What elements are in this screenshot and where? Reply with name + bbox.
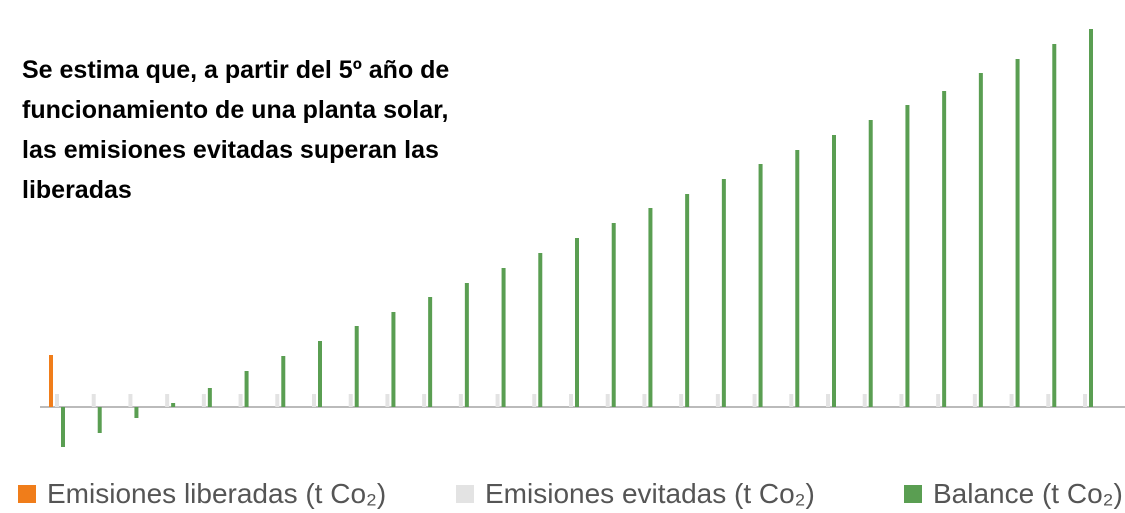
bar — [464, 283, 469, 407]
bar — [354, 326, 359, 407]
bar — [605, 394, 610, 407]
legend-swatch — [456, 485, 474, 503]
bar — [281, 356, 286, 407]
bar — [569, 394, 573, 407]
bar — [721, 179, 726, 407]
bar — [1046, 394, 1051, 407]
legend-item: Emisiones evitadas (t Co₂) — [456, 478, 815, 510]
bar — [312, 394, 316, 407]
bar — [91, 394, 96, 407]
bar — [207, 388, 212, 407]
bar — [97, 407, 102, 433]
bar — [942, 91, 947, 407]
bar — [868, 120, 873, 407]
bar — [318, 341, 322, 407]
legend-label: Emisiones liberadas (t Co₂) — [47, 478, 387, 509]
bar — [49, 355, 53, 407]
bar — [832, 135, 836, 407]
bar — [391, 312, 396, 407]
bar — [165, 394, 170, 407]
legend-swatch — [904, 485, 922, 503]
bar — [458, 394, 463, 407]
bar — [134, 407, 139, 418]
bar — [495, 394, 500, 407]
bar — [244, 371, 249, 407]
legend-item: Balance (t Co₂) — [904, 478, 1123, 510]
bar — [972, 394, 977, 407]
chart-title: Se estima que, a partir del 5º año de fu… — [22, 56, 450, 204]
bar — [128, 394, 133, 407]
bar — [648, 208, 653, 407]
bar — [862, 394, 867, 407]
bar — [1083, 394, 1087, 407]
chart — [40, 29, 1125, 447]
bar — [789, 394, 794, 407]
bar — [679, 394, 684, 407]
bar — [171, 403, 176, 407]
bar — [348, 394, 353, 407]
bar — [422, 394, 427, 407]
bar — [428, 297, 433, 407]
bar — [1015, 59, 1020, 407]
bar — [685, 194, 690, 407]
bar — [899, 394, 904, 407]
legend-label: Balance (t Co₂) — [933, 478, 1123, 509]
bar — [936, 394, 941, 407]
bar — [238, 394, 243, 407]
legend-swatch — [18, 485, 36, 503]
bar — [758, 164, 763, 407]
bar — [795, 150, 800, 407]
bar — [905, 105, 910, 407]
bar — [1052, 44, 1057, 407]
bar — [532, 394, 537, 407]
bar — [55, 394, 59, 407]
bar — [538, 253, 543, 407]
bar — [501, 268, 506, 407]
bar — [385, 394, 390, 407]
bar — [611, 223, 616, 407]
bar — [1089, 29, 1093, 407]
bar — [61, 407, 65, 447]
bar — [752, 394, 757, 407]
bar — [642, 394, 647, 407]
bar — [1009, 394, 1014, 407]
bar — [275, 394, 280, 407]
legend-item: Emisiones liberadas (t Co₂) — [18, 478, 386, 510]
legend-label: Emisiones evitadas (t Co₂) — [485, 478, 815, 509]
bar — [826, 394, 830, 407]
bar — [978, 73, 983, 407]
bar — [201, 394, 206, 407]
bar — [715, 394, 720, 407]
bar — [575, 238, 579, 407]
